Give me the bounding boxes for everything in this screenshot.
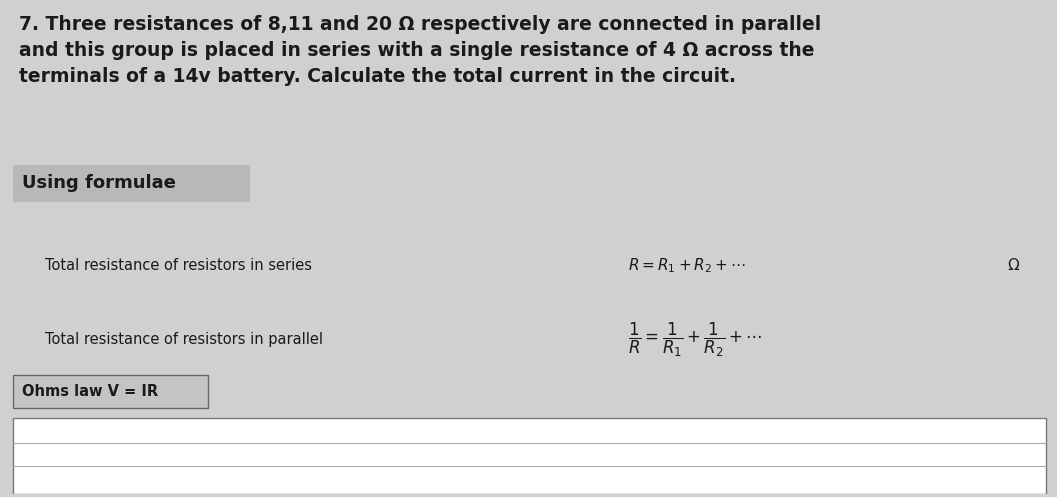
Text: $R = R_1 + R_2 + \cdots$: $R = R_1 + R_2 + \cdots$ — [629, 256, 746, 275]
Text: $\dfrac{1}{R} = \dfrac{1}{R_1} + \dfrac{1}{R_2} + \cdots$: $\dfrac{1}{R} = \dfrac{1}{R_1} + \dfrac{… — [629, 320, 763, 358]
Text: Total resistance of resistors in series: Total resistance of resistors in series — [44, 258, 312, 273]
FancyBboxPatch shape — [14, 375, 208, 408]
FancyBboxPatch shape — [14, 418, 1045, 494]
Text: 7. Three resistances of 8,11 and 20 Ω respectively are connected in parallel
and: 7. Three resistances of 8,11 and 20 Ω re… — [19, 15, 821, 85]
Text: Ohms law V = IR: Ohms law V = IR — [22, 384, 157, 399]
Text: Ω: Ω — [1007, 258, 1019, 273]
Text: Using formulae: Using formulae — [22, 174, 175, 192]
FancyBboxPatch shape — [14, 165, 249, 202]
Text: Total resistance of resistors in parallel: Total resistance of resistors in paralle… — [44, 332, 322, 347]
